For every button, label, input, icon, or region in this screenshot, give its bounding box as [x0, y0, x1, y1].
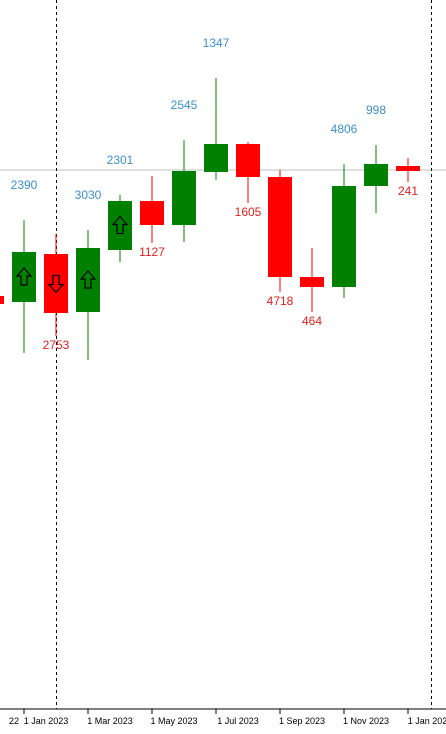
low-label: 1127	[139, 245, 165, 259]
candle-body	[364, 164, 388, 186]
high-label: 2390	[11, 178, 38, 192]
candle-body	[140, 201, 164, 225]
candle-body	[108, 201, 132, 250]
down-arrow-icon	[47, 274, 65, 294]
candle-body	[236, 144, 260, 177]
up-arrow-icon	[15, 267, 33, 286]
high-label: 2545	[171, 98, 198, 112]
x-tick-label: 22	[9, 716, 19, 726]
low-label: 241	[398, 184, 418, 198]
candle-body	[332, 186, 356, 287]
high-label: 1347	[203, 36, 230, 50]
x-tick-label: 1 Jul 2023	[217, 716, 259, 726]
x-tick-label: 1 Nov 2023	[343, 716, 389, 726]
low-label: 464	[302, 314, 322, 328]
candle-body	[268, 177, 292, 277]
candle-body	[44, 254, 68, 313]
high-label: 2301	[107, 153, 134, 167]
candle-body	[300, 277, 324, 287]
x-tick-label: 1 Jan 2024	[408, 716, 446, 726]
low-label: 1605	[235, 205, 262, 219]
candle-body	[76, 248, 100, 312]
candle-body	[0, 296, 4, 304]
low-label: 2753	[43, 338, 70, 352]
high-label: 3030	[75, 188, 102, 202]
high-label: 998	[366, 103, 386, 117]
x-tick-label: 1 May 2023	[150, 716, 197, 726]
x-tick-label: 1 Jan 2023	[24, 716, 69, 726]
candle-body	[12, 252, 36, 302]
candle-body	[204, 144, 228, 172]
up-arrow-icon	[111, 215, 129, 235]
x-tick-label: 1 Mar 2023	[87, 716, 133, 726]
high-label: 4806	[331, 122, 358, 136]
x-tick-label: 1 Sep 2023	[279, 716, 325, 726]
candle-body	[396, 166, 420, 171]
low-label: 4718	[267, 294, 294, 308]
candle-body	[172, 171, 196, 225]
up-arrow-icon	[79, 270, 97, 289]
